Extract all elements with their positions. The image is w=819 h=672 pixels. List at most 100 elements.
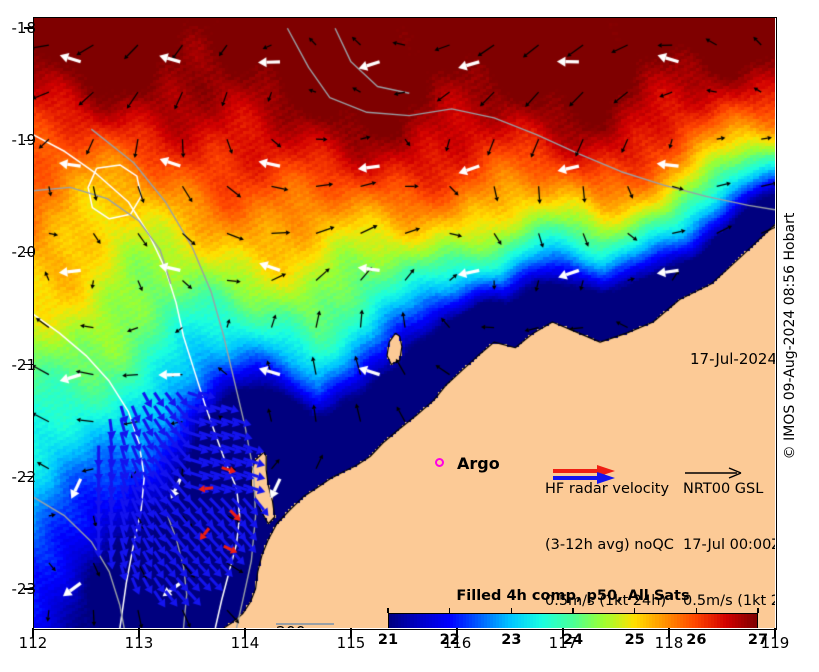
colorbar-swatch bbox=[557, 614, 561, 628]
colorbar-tick bbox=[695, 608, 698, 613]
colorbar-swatch bbox=[566, 614, 570, 628]
colorbar-swatch bbox=[621, 614, 625, 628]
colorbar-swatch bbox=[551, 614, 555, 628]
colorbar-swatch bbox=[591, 614, 595, 628]
colorbar-swatch bbox=[649, 614, 653, 628]
colorbar-swatch bbox=[529, 614, 533, 628]
colorbar-swatch bbox=[496, 614, 500, 628]
colorbar-swatch bbox=[741, 614, 745, 628]
colorbar-swatch bbox=[505, 614, 509, 628]
y-tick-label: -22 bbox=[11, 467, 37, 486]
colorbar-swatch bbox=[569, 614, 573, 628]
colorbar-swatch bbox=[502, 614, 506, 628]
argo-marker-icon bbox=[435, 458, 444, 467]
colorbar-swatch bbox=[416, 614, 420, 628]
colorbar-swatch bbox=[630, 614, 634, 628]
colorbar-swatch bbox=[701, 614, 705, 628]
colorbar-swatch bbox=[413, 614, 417, 628]
colorbar-swatch bbox=[563, 614, 567, 628]
hf-legend-line2: (3-12h avg) noQC bbox=[545, 537, 674, 554]
colorbar-swatch bbox=[713, 614, 717, 628]
colorbar-swatch bbox=[670, 614, 674, 628]
colorbar-swatch bbox=[716, 614, 720, 628]
y-tick-label: -23 bbox=[11, 579, 37, 598]
colorbar-swatch bbox=[477, 614, 481, 628]
colorbar-tick-label: 26 bbox=[686, 632, 707, 648]
gsl-scale-arrow-icon bbox=[685, 467, 742, 479]
y-tick-label: -19 bbox=[11, 131, 37, 150]
y-tick bbox=[24, 588, 33, 590]
colorbar-swatch bbox=[732, 614, 736, 628]
colorbar-swatch bbox=[627, 614, 631, 628]
colorbar-tick bbox=[572, 608, 574, 613]
colorbar-swatch bbox=[539, 614, 543, 628]
colorbar-swatch bbox=[545, 614, 549, 628]
y-tick-label: -20 bbox=[11, 243, 37, 262]
colorbar-swatch bbox=[508, 614, 512, 628]
colorbar-swatch bbox=[624, 614, 628, 628]
hf-legend-line3: 0.5m/s (1kt 24h) bbox=[545, 592, 667, 609]
colorbar-swatch bbox=[434, 614, 438, 628]
x-tick-label: 116 bbox=[442, 634, 472, 652]
colorbar-swatch bbox=[520, 614, 524, 628]
colorbar-swatch bbox=[438, 614, 442, 628]
colorbar-tick-label: 24 bbox=[562, 632, 584, 648]
colorbar-swatch bbox=[474, 614, 478, 628]
x-tick bbox=[456, 628, 458, 637]
x-tick-label: 114 bbox=[230, 634, 260, 652]
colorbar-tick bbox=[633, 608, 636, 613]
colorbar-swatch bbox=[750, 614, 754, 628]
colorbar-swatch bbox=[468, 614, 472, 628]
y-tick bbox=[24, 475, 33, 478]
map-plot-area: 17-Jul-2024 00Z HF radar velocity (3-12h… bbox=[33, 17, 775, 628]
x-tick bbox=[668, 628, 670, 637]
colorbar-swatch bbox=[560, 614, 564, 628]
colorbar-swatch bbox=[456, 614, 460, 628]
x-tick bbox=[244, 628, 246, 637]
colorbar-swatch bbox=[600, 614, 604, 628]
colorbar-swatch bbox=[664, 614, 668, 628]
colorbar-swatch bbox=[661, 614, 665, 628]
colorbar-swatch bbox=[704, 614, 708, 628]
colorbar-swatch bbox=[594, 614, 598, 628]
colorbar-swatch bbox=[710, 614, 714, 628]
colorbar-swatch bbox=[407, 614, 411, 628]
colorbar-swatch bbox=[542, 614, 546, 628]
colorbar-swatch bbox=[401, 614, 405, 628]
colorbar-swatch bbox=[459, 614, 463, 628]
colorbar-swatch bbox=[548, 614, 552, 628]
colorbar-swatch bbox=[398, 614, 402, 628]
colorbar-swatch bbox=[490, 614, 494, 628]
colorbar-tick bbox=[387, 608, 389, 613]
y-tick bbox=[24, 139, 33, 142]
colorbar-swatch bbox=[673, 614, 677, 628]
vector-overlay-layer bbox=[33, 17, 775, 628]
x-tick-label: 112 bbox=[18, 634, 48, 652]
x-tick-label: 115 bbox=[336, 634, 366, 652]
x-tick bbox=[774, 628, 776, 637]
colorbar-swatch bbox=[655, 614, 659, 628]
colorbar-swatch bbox=[425, 614, 429, 628]
colorbar-swatch bbox=[523, 614, 527, 628]
y-tick bbox=[24, 27, 33, 29]
colorbar-swatch bbox=[514, 614, 518, 628]
colorbar-swatch bbox=[511, 614, 515, 628]
colorbar-swatch bbox=[735, 614, 739, 628]
colorbar-swatch bbox=[428, 614, 432, 628]
colorbar-swatch bbox=[441, 614, 445, 628]
gsl-legend-line2: 17-Jul 00:00Z bbox=[683, 537, 775, 554]
colorbar-swatch bbox=[581, 614, 585, 628]
colorbar-tick-label: 25 bbox=[624, 632, 645, 648]
colorbar-swatch bbox=[431, 614, 435, 628]
colorbar-swatch bbox=[643, 614, 647, 628]
colorbar-swatch bbox=[728, 614, 732, 628]
colorbar-swatch bbox=[493, 614, 497, 628]
colorbar-swatch bbox=[572, 614, 576, 628]
colorbar-swatch bbox=[453, 614, 457, 628]
date-stamp: 17-Jul-2024 00Z bbox=[690, 350, 775, 368]
colorbar-swatch bbox=[683, 614, 687, 628]
colorbar-swatch bbox=[676, 614, 680, 628]
colorbar-swatch bbox=[606, 614, 610, 628]
colorbar-swatch bbox=[695, 614, 699, 628]
